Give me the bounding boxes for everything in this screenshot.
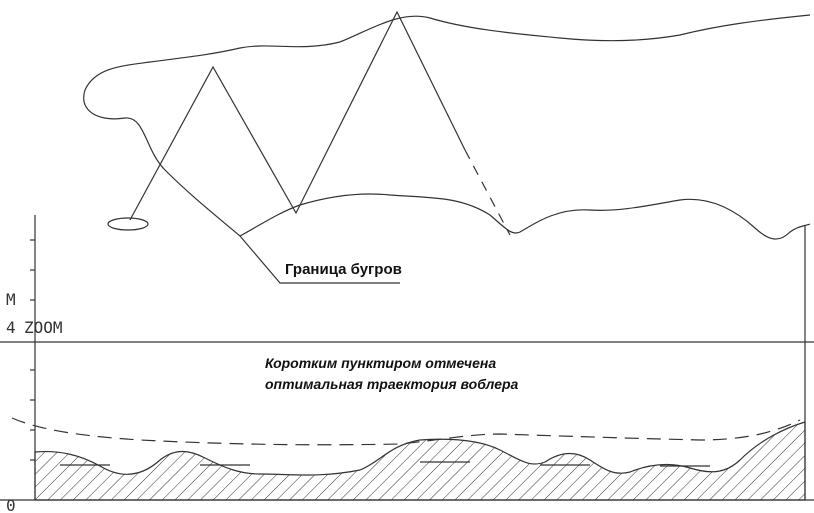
lure-trajectory-dashed [464, 149, 511, 236]
leader-line [239, 235, 400, 284]
unit-label: M [6, 290, 16, 309]
weed-marks [60, 461, 710, 467]
map-label: Граница бугров [285, 261, 402, 278]
depth-min: 0 [6, 496, 16, 513]
note-line: оптимальная траектория воблера [265, 376, 519, 392]
bottom-relief [34, 421, 806, 501]
note-line: Коротким пунктиром отмечена [265, 355, 496, 371]
boat [107, 217, 149, 231]
optimal-path [11, 417, 801, 446]
lure-trajectory [129, 10, 466, 221]
bump-boundary [83, 14, 811, 240]
depth-max: 4 [6, 318, 16, 337]
axis-ticks [30, 239, 35, 461]
zoom-label: ZOOM [24, 318, 63, 337]
